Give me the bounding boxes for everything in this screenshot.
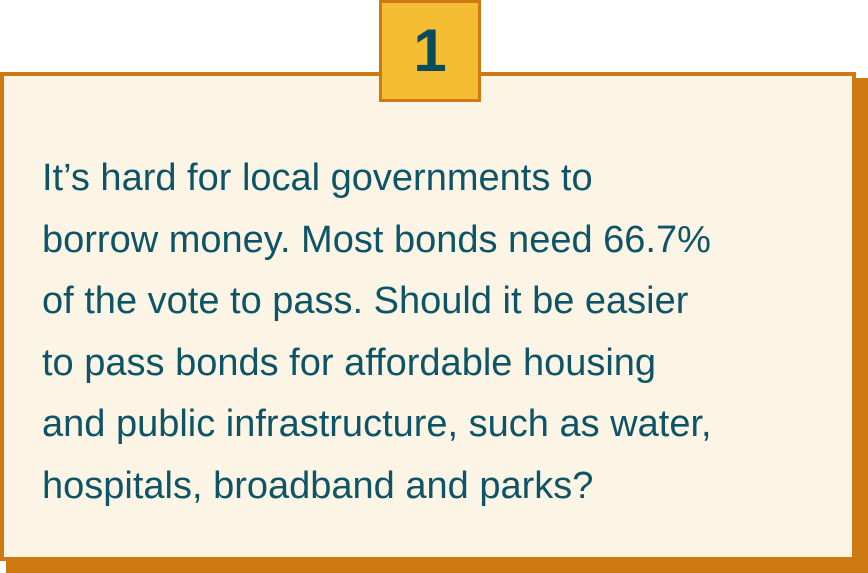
question-text: It’s hard for local governments to borro… <box>42 157 712 507</box>
question-card <box>0 72 856 561</box>
badge-number: 1 <box>413 17 447 84</box>
number-badge: 1 <box>379 0 481 102</box>
